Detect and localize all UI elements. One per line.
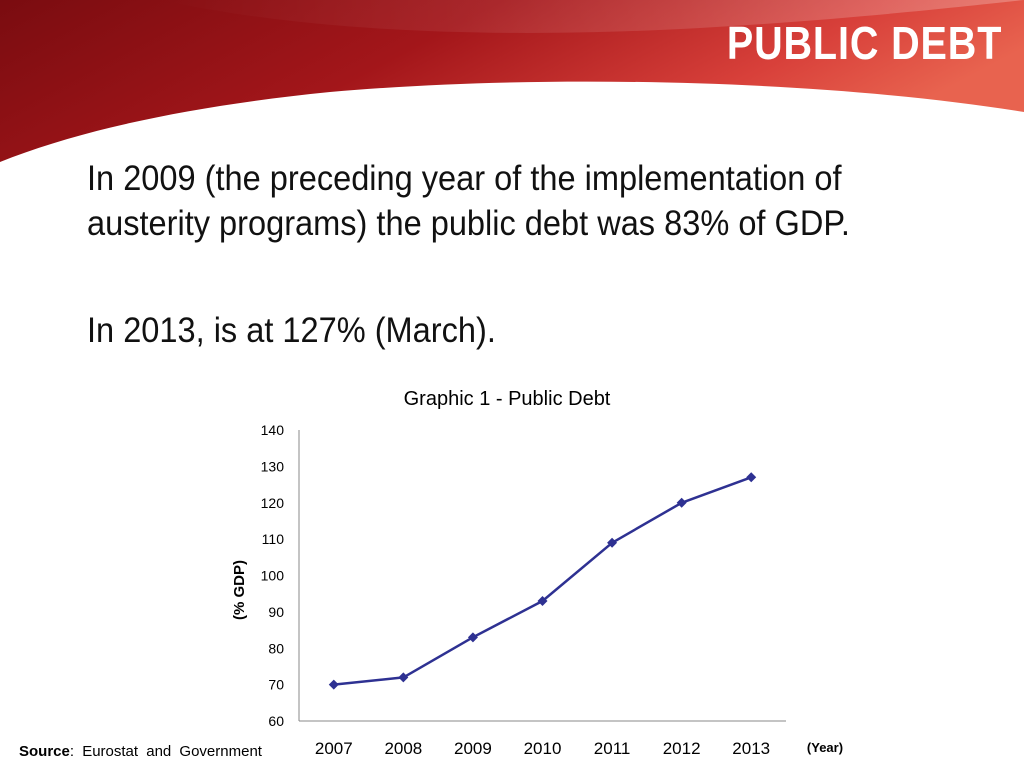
body-paragraph: In 2013, is at 127% (March). — [87, 311, 496, 350]
y-tick-label: 120 — [261, 495, 285, 511]
source-label: Source — [19, 743, 70, 760]
x-tick-label: 2012 — [663, 739, 701, 758]
y-tick-label: 70 — [268, 677, 284, 693]
x-tick-label: 2010 — [524, 739, 562, 758]
public-debt-chart: Graphic 1 - Public Debt 60 70 80 90 100 110 120… — [231, 388, 843, 758]
y-tick-label: 90 — [268, 604, 284, 620]
x-tick-label: 2011 — [594, 739, 631, 758]
series-line — [333, 476, 752, 686]
data-point-marker — [328, 679, 339, 690]
data-point-marker — [746, 472, 757, 483]
data-point-marker — [676, 497, 687, 508]
y-axis-label: (% GDP) — [231, 560, 248, 620]
data-point-marker — [537, 595, 548, 606]
chart-title: Graphic 1 - Public Debt — [404, 388, 611, 410]
data-point-marker — [467, 632, 478, 643]
y-tick-label: 60 — [268, 713, 284, 729]
data-point-marker — [398, 672, 409, 683]
y-tick-label: 100 — [261, 568, 285, 584]
source-text: : Eurostat and Government — [69, 743, 262, 760]
y-tick-label: 80 — [268, 640, 284, 656]
data-point-marker — [607, 537, 618, 548]
y-tick-label: 140 — [261, 422, 285, 438]
x-axis-label: (Year) — [807, 740, 843, 755]
slide-title: PUBLIC DEBT — [726, 17, 1002, 69]
x-tick-label: 2007 — [315, 739, 353, 758]
x-tick-label: 2009 — [454, 739, 492, 758]
y-tick-label: 130 — [261, 458, 285, 474]
source-note: Source: Eurostat and Government — [19, 743, 262, 760]
body-paragraph: In 2009 (the preceding year of the imple… — [87, 159, 850, 243]
x-tick-label: 2013 — [732, 739, 770, 758]
x-tick-label: 2008 — [384, 739, 422, 758]
y-tick-label: 110 — [262, 531, 285, 547]
header-banner — [0, 0, 1024, 162]
